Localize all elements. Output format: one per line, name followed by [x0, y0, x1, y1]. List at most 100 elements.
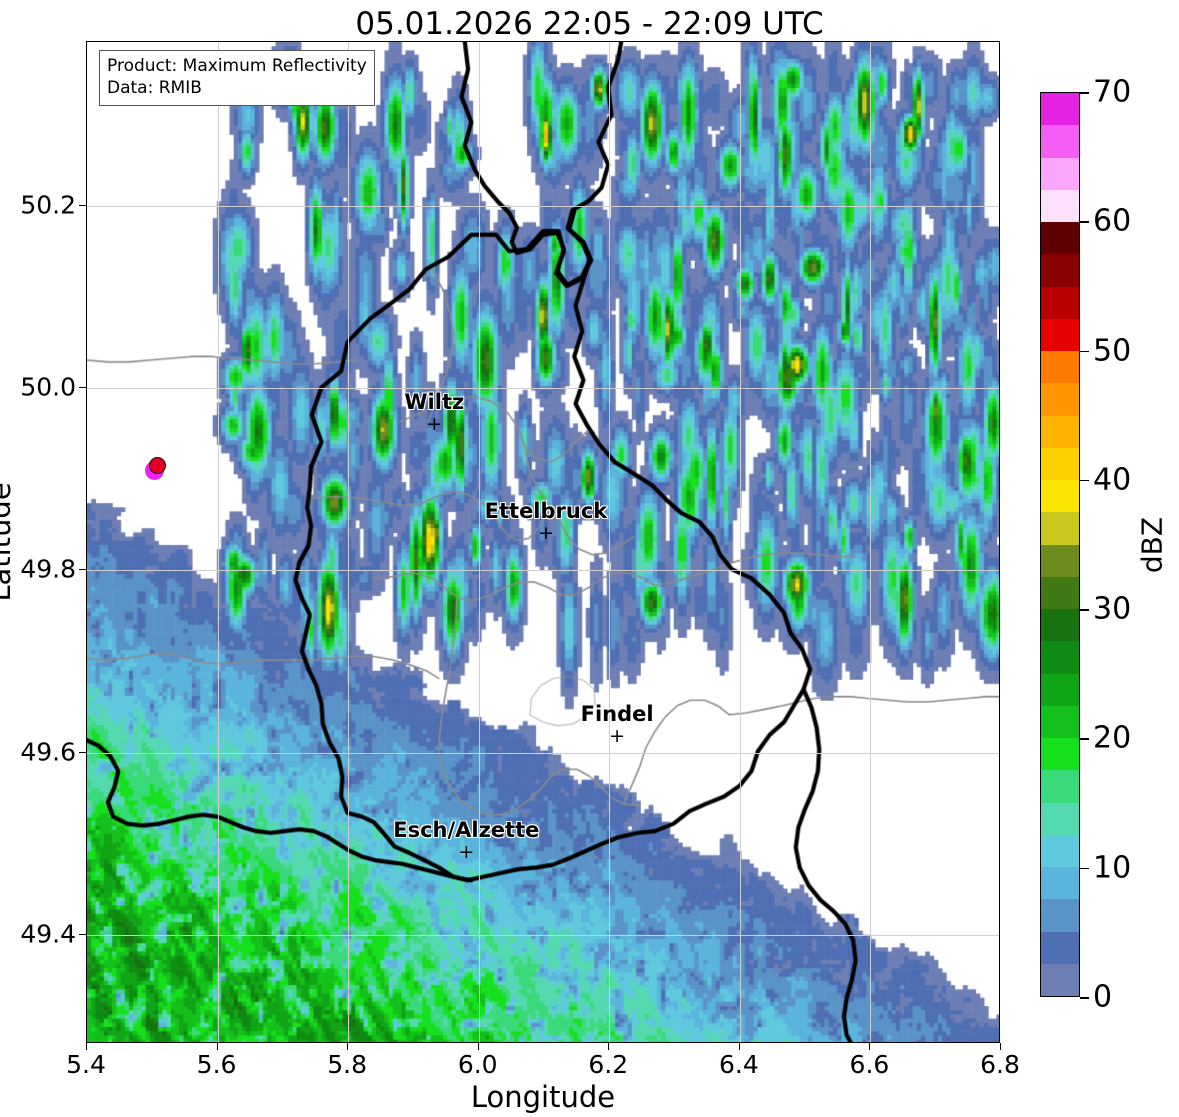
colorbar-band	[1041, 899, 1079, 932]
x-tick-label: 5.6	[196, 1050, 237, 1079]
gridline-horizontal	[87, 570, 999, 572]
colorbar-band	[1041, 802, 1079, 835]
x-tick-mark	[216, 1043, 218, 1050]
colorbar-band	[1041, 705, 1079, 738]
colorbar-band	[1041, 125, 1079, 158]
city-label-esch-alzette: Esch/Alzette +	[393, 820, 539, 862]
y-tick-label: 50.2	[20, 190, 76, 220]
colorbar-tick-label: 60	[1093, 203, 1132, 239]
y-tick-mark	[79, 569, 86, 571]
gridline-vertical	[348, 42, 350, 1042]
gridline-vertical	[478, 42, 480, 1042]
colorbar-band	[1041, 544, 1079, 577]
colorbar-band	[1041, 415, 1079, 448]
gridline-vertical	[739, 42, 741, 1042]
city-name: Wiltz	[404, 390, 465, 415]
radar-map-plot-area[interactable]: Wiltz + Ettelbruck + Findel + Esch/Alzette +	[86, 41, 1000, 1043]
colorbar-tick-label: 70	[1093, 74, 1132, 110]
colorbar-band	[1041, 157, 1079, 190]
colorbar-band	[1041, 286, 1079, 319]
city-label-wiltz: Wiltz +	[404, 392, 464, 434]
colorbar-band	[1041, 480, 1079, 513]
y-tick-label: 50.0	[20, 372, 76, 402]
city-label-findel: Findel +	[580, 701, 654, 747]
y-tick-mark	[79, 204, 86, 206]
x-tick-label: 5.8	[327, 1050, 368, 1079]
y-tick-mark	[79, 751, 86, 753]
x-tick-label: 6.0	[457, 1050, 498, 1079]
y-tick-mark	[79, 933, 86, 935]
colorbar-tick-label: 40	[1093, 462, 1132, 498]
x-tick-mark	[608, 1043, 610, 1050]
city-cross-marker: +	[426, 413, 443, 436]
colorbar-band	[1041, 963, 1079, 996]
colorbar-band	[1041, 351, 1079, 384]
city-cross-marker: +	[609, 724, 626, 747]
x-tick-mark	[869, 1043, 871, 1050]
gridline-vertical	[609, 42, 611, 1042]
x-tick-label: 6.8	[980, 1050, 1020, 1079]
info-data-line: Data: RMIB	[107, 78, 202, 99]
x-tick-label: 6.4	[718, 1050, 759, 1079]
gridline-horizontal	[87, 388, 999, 390]
colorbar-tick-label: 10	[1093, 850, 1132, 886]
radar-site-dot	[148, 457, 166, 475]
colorbar-band	[1041, 512, 1079, 545]
y-tick-label: 49.6	[20, 737, 76, 766]
gridline-vertical	[217, 42, 219, 1042]
colorbar-band	[1041, 673, 1079, 706]
info-box: Product: Maximum Reflectivity Data: RMIB	[99, 50, 375, 106]
colorbar-band	[1041, 189, 1079, 222]
colorbar-tick-label: 30	[1093, 591, 1132, 627]
y-tick-label: 49.4	[20, 919, 76, 949]
x-tick-label: 5.4	[66, 1050, 106, 1079]
colorbar-tick-mark	[1080, 738, 1089, 740]
colorbar-label: dBZ	[1135, 516, 1169, 574]
y-axis-label: Latitude	[0, 482, 17, 602]
city-name: Esch/Alzette	[393, 818, 540, 843]
colorbar-tick-mark	[1080, 350, 1089, 353]
colorbar-tick-mark	[1080, 867, 1089, 870]
city-cross-marker: +	[458, 841, 475, 864]
city-name: Ettelbruck	[484, 498, 608, 523]
colorbar-band	[1041, 738, 1079, 771]
gridline-horizontal	[87, 934, 999, 936]
gridline-horizontal	[87, 205, 999, 207]
colorbar-tick-mark	[1080, 997, 1089, 999]
colorbar-band	[1041, 383, 1079, 416]
colorbar-band	[1041, 222, 1079, 255]
city-name: Findel	[580, 701, 654, 726]
y-tick-mark	[79, 387, 86, 389]
colorbar-band	[1041, 609, 1079, 642]
city-label-ettelbruck: Ettelbruck +	[484, 498, 608, 544]
x-tick-mark	[347, 1043, 349, 1050]
colorbar-band	[1041, 318, 1079, 351]
radar-reflectivity-raster	[87, 42, 999, 1042]
page-title: 05.01.2026 22:05 - 22:09 UTC	[355, 6, 824, 42]
colorbar-band	[1041, 576, 1079, 609]
colorbar-band	[1041, 447, 1079, 480]
colorbar-tick-label: 0	[1093, 979, 1113, 1015]
colorbar-band	[1041, 867, 1079, 900]
colorbar-tick-mark	[1080, 609, 1089, 611]
x-tick-mark	[477, 1043, 479, 1050]
gridline-horizontal	[87, 752, 999, 754]
colorbar-gradient	[1041, 93, 1079, 996]
colorbar-band	[1041, 770, 1079, 803]
x-tick-label: 6.2	[588, 1050, 629, 1079]
colorbar-band	[1041, 641, 1079, 674]
info-product-line: Product: Maximum Reflectivity	[107, 56, 367, 76]
colorbar-tick-mark	[1080, 479, 1089, 482]
colorbar-tick-mark	[1080, 221, 1089, 223]
x-tick-mark	[86, 1043, 87, 1050]
colorbar[interactable]	[1040, 92, 1080, 997]
city-cross-marker: +	[537, 521, 554, 544]
gridline-vertical	[870, 42, 872, 1042]
x-tick-label: 6.6	[849, 1050, 890, 1079]
colorbar-tick-mark	[1080, 92, 1089, 94]
colorbar-band	[1041, 93, 1079, 126]
colorbar-tick-label: 50	[1093, 333, 1132, 369]
colorbar-band	[1041, 834, 1079, 867]
colorbar-band	[1041, 931, 1079, 964]
y-tick-label: 49.8	[20, 554, 76, 584]
